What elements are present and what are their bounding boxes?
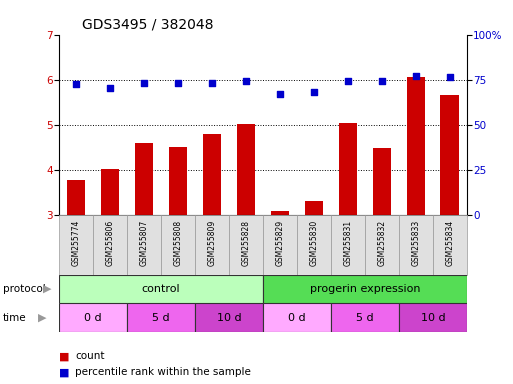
Bar <box>305 200 323 215</box>
Text: control: control <box>142 284 180 294</box>
Point <box>140 80 148 86</box>
FancyBboxPatch shape <box>297 215 331 275</box>
FancyBboxPatch shape <box>229 215 263 275</box>
Text: 5 d: 5 d <box>152 313 170 323</box>
Text: count: count <box>75 351 105 361</box>
Point <box>412 73 420 79</box>
Text: GSM255831: GSM255831 <box>343 220 352 266</box>
Text: GDS3495 / 382048: GDS3495 / 382048 <box>82 17 213 31</box>
FancyBboxPatch shape <box>433 215 467 275</box>
FancyBboxPatch shape <box>263 303 331 332</box>
Point <box>344 78 352 84</box>
Text: GSM255809: GSM255809 <box>207 220 216 266</box>
Text: 10 d: 10 d <box>421 313 445 323</box>
Bar <box>406 78 425 215</box>
FancyBboxPatch shape <box>161 215 195 275</box>
FancyBboxPatch shape <box>59 303 127 332</box>
FancyBboxPatch shape <box>263 215 297 275</box>
Point <box>72 81 80 87</box>
FancyBboxPatch shape <box>263 275 467 303</box>
Text: GSM255830: GSM255830 <box>309 220 319 266</box>
Bar <box>339 122 357 215</box>
Text: GSM255807: GSM255807 <box>140 220 148 266</box>
FancyBboxPatch shape <box>365 215 399 275</box>
Point <box>276 91 284 97</box>
Point <box>174 80 182 86</box>
FancyBboxPatch shape <box>399 303 467 332</box>
Point <box>106 85 114 91</box>
Text: protocol: protocol <box>3 284 45 294</box>
Bar <box>236 124 255 215</box>
Text: ▶: ▶ <box>38 313 47 323</box>
Text: progerin expression: progerin expression <box>310 284 420 294</box>
Text: 0 d: 0 d <box>288 313 306 323</box>
Text: 5 d: 5 d <box>356 313 373 323</box>
Bar <box>134 143 153 215</box>
Text: time: time <box>3 313 26 323</box>
Point <box>208 80 216 86</box>
Text: ■: ■ <box>59 351 69 361</box>
Point <box>242 78 250 84</box>
Text: GSM255774: GSM255774 <box>71 220 81 266</box>
Text: ■: ■ <box>59 367 69 377</box>
Text: percentile rank within the sample: percentile rank within the sample <box>75 367 251 377</box>
FancyBboxPatch shape <box>399 215 433 275</box>
FancyBboxPatch shape <box>195 215 229 275</box>
Bar <box>101 169 120 215</box>
Point <box>378 78 386 84</box>
FancyBboxPatch shape <box>331 303 399 332</box>
FancyBboxPatch shape <box>127 303 195 332</box>
Text: GSM255829: GSM255829 <box>275 220 284 266</box>
Text: GSM255834: GSM255834 <box>445 220 455 266</box>
FancyBboxPatch shape <box>59 275 263 303</box>
Text: 0 d: 0 d <box>84 313 102 323</box>
FancyBboxPatch shape <box>127 215 161 275</box>
Bar <box>67 180 85 215</box>
Bar <box>270 210 289 215</box>
Bar <box>203 134 221 215</box>
Text: GSM255832: GSM255832 <box>378 220 386 266</box>
Text: GSM255833: GSM255833 <box>411 220 420 266</box>
Text: GSM255808: GSM255808 <box>173 220 183 266</box>
Text: ▶: ▶ <box>44 284 52 294</box>
Bar <box>169 147 187 215</box>
Text: GSM255806: GSM255806 <box>106 220 114 266</box>
FancyBboxPatch shape <box>59 215 93 275</box>
Text: 10 d: 10 d <box>216 313 241 323</box>
FancyBboxPatch shape <box>93 215 127 275</box>
Bar <box>441 96 459 215</box>
FancyBboxPatch shape <box>195 303 263 332</box>
Text: GSM255828: GSM255828 <box>242 220 250 266</box>
Bar <box>372 148 391 215</box>
Point <box>446 73 454 79</box>
Point <box>310 89 318 95</box>
FancyBboxPatch shape <box>331 215 365 275</box>
